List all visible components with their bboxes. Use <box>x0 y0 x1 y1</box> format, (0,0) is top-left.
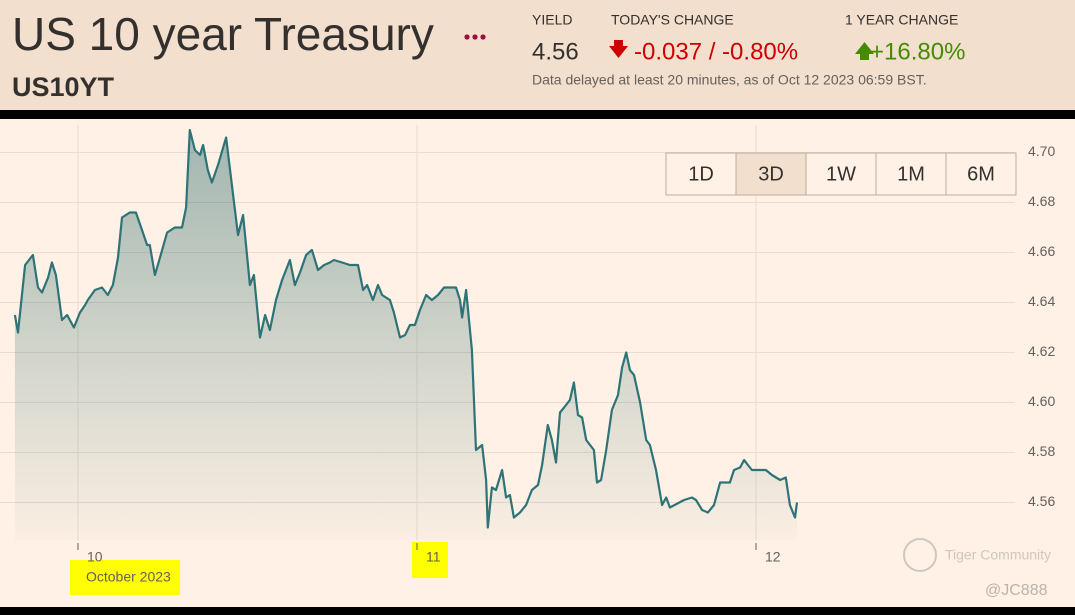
delay-note: Data delayed at least 20 minutes, as of … <box>532 72 927 88</box>
range-button[interactable] <box>945 152 1017 196</box>
y-tick-label: 4.66 <box>1028 243 1055 259</box>
y-tick-label: 4.70 <box>1028 143 1055 159</box>
y-tick-label: 4.68 <box>1028 193 1055 209</box>
y-tick-label: 4.58 <box>1028 443 1055 459</box>
watermark-brand: Tiger Community <box>945 547 1051 563</box>
stat-label: YIELD <box>532 12 572 28</box>
y-tick-label: 4.60 <box>1028 393 1055 409</box>
range-button-label[interactable]: 6M <box>967 163 995 185</box>
stat-value: 4.56 <box>532 38 579 65</box>
header-bg <box>0 0 1075 110</box>
range-button-label[interactable]: 1W <box>826 163 856 185</box>
range-button[interactable] <box>735 152 807 196</box>
range-button[interactable] <box>805 152 877 196</box>
range-button-label[interactable]: 1D <box>688 163 714 185</box>
stat-label: 1 YEAR CHANGE <box>845 12 958 28</box>
y-tick-label: 4.56 <box>1028 493 1055 509</box>
y-tick-label: 4.64 <box>1028 293 1055 309</box>
watermark-user: @JC888 <box>985 582 1048 599</box>
symbol: US10YT <box>12 72 115 102</box>
y-tick-label: 4.62 <box>1028 343 1055 359</box>
title: US 10 year Treasury <box>12 8 434 60</box>
range-button-label[interactable]: 1M <box>897 163 925 185</box>
divider <box>0 110 1075 119</box>
highlight <box>70 560 180 595</box>
watermark-logo <box>903 538 937 572</box>
more-menu[interactable] <box>464 34 486 40</box>
highlight <box>412 542 448 578</box>
price-line <box>13 128 799 529</box>
up-arrow <box>855 42 874 60</box>
plot: 4.56 4.58 4.60 4.62 4.64 4.66 4.68 4.70 10 11 12 Oc… <box>0 125 1055 585</box>
range-selector: 1D 3D 1W 1M 6M <box>665 152 1017 196</box>
x-tick-label: 10 <box>87 549 103 565</box>
x-axis-sublabel: October 2023 <box>86 569 171 585</box>
stat-label: TODAY'S CHANGE <box>611 12 734 28</box>
down-arrow <box>609 40 628 58</box>
x-tick-label: 12 <box>765 549 781 565</box>
range-button-label[interactable]: 3D <box>758 163 784 185</box>
stat-value: +16.80% <box>870 38 965 65</box>
stat-value: -0.037 / -0.80% <box>634 38 798 65</box>
x-tick-label: 11 <box>426 549 441 565</box>
range-button[interactable] <box>875 152 947 196</box>
